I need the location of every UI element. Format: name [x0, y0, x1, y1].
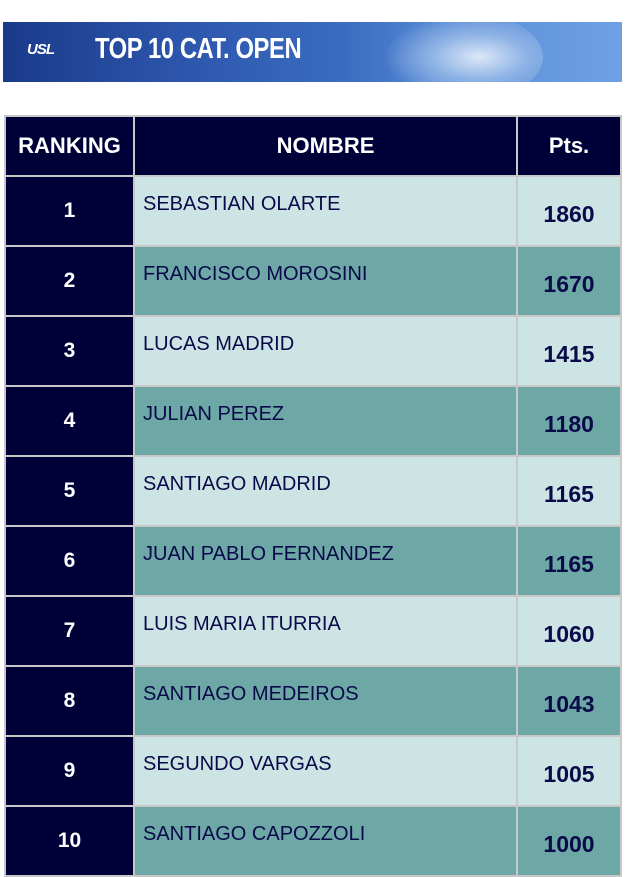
- points-cell: 1060: [516, 595, 622, 667]
- table-header-row: RANKING NOMBRE Pts.: [4, 115, 622, 177]
- usl-logo: USL: [27, 41, 55, 58]
- ranking-table: RANKING NOMBRE Pts. 1 SEBASTIAN OLARTE 186…: [4, 115, 622, 877]
- points-cell: 1043: [516, 665, 622, 737]
- points-cell: 1000: [516, 805, 622, 877]
- points-cell: 1860: [516, 175, 622, 247]
- points-cell: 1670: [516, 245, 622, 317]
- table-row: 2 FRANCISCO MOROSINI 1670: [4, 245, 622, 317]
- name-cell: JUAN PABLO FERNANDEZ: [133, 525, 518, 597]
- rank-cell: 7: [4, 595, 135, 667]
- table-row: 6 JUAN PABLO FERNANDEZ 1165: [4, 525, 622, 597]
- name-cell: LUIS MARIA ITURRIA: [133, 595, 518, 667]
- rank-cell: 1: [4, 175, 135, 247]
- points-cell: 1165: [516, 525, 622, 597]
- banner-title: TOP 10 CAT. OPEN: [95, 33, 302, 65]
- name-cell: SANTIAGO MEDEIROS: [133, 665, 518, 737]
- rank-cell: 2: [4, 245, 135, 317]
- points-cell: 1180: [516, 385, 622, 457]
- name-cell: LUCAS MADRID: [133, 315, 518, 387]
- table-row: 4 JULIAN PEREZ 1180: [4, 385, 622, 457]
- rank-cell: 4: [4, 385, 135, 457]
- header-pts: Pts.: [516, 115, 622, 177]
- table-row: 1 SEBASTIAN OLARTE 1860: [4, 175, 622, 247]
- rank-cell: 5: [4, 455, 135, 527]
- name-cell: FRANCISCO MOROSINI: [133, 245, 518, 317]
- rank-cell: 10: [4, 805, 135, 877]
- name-cell: SEGUNDO VARGAS: [133, 735, 518, 807]
- table-row: 9 SEGUNDO VARGAS 1005: [4, 735, 622, 807]
- table-row: 5 SANTIAGO MADRID 1165: [4, 455, 622, 527]
- header-ranking: RANKING: [4, 115, 135, 177]
- rank-cell: 9: [4, 735, 135, 807]
- rank-cell: 3: [4, 315, 135, 387]
- wave-image: [383, 22, 543, 82]
- name-cell: SANTIAGO CAPOZZOLI: [133, 805, 518, 877]
- points-cell: 1165: [516, 455, 622, 527]
- table-row: 8 SANTIAGO MEDEIROS 1043: [4, 665, 622, 737]
- name-cell: SEBASTIAN OLARTE: [133, 175, 518, 247]
- name-cell: SANTIAGO MADRID: [133, 455, 518, 527]
- rank-cell: 6: [4, 525, 135, 597]
- points-cell: 1415: [516, 315, 622, 387]
- points-cell: 1005: [516, 735, 622, 807]
- table-row: 3 LUCAS MADRID 1415: [4, 315, 622, 387]
- name-cell: JULIAN PEREZ: [133, 385, 518, 457]
- table-row: 7 LUIS MARIA ITURRIA 1060: [4, 595, 622, 667]
- rank-cell: 8: [4, 665, 135, 737]
- header-nombre: NOMBRE: [133, 115, 518, 177]
- banner: USL TOP 10 CAT. OPEN: [3, 22, 622, 82]
- table-row: 10 SANTIAGO CAPOZZOLI 1000: [4, 805, 622, 877]
